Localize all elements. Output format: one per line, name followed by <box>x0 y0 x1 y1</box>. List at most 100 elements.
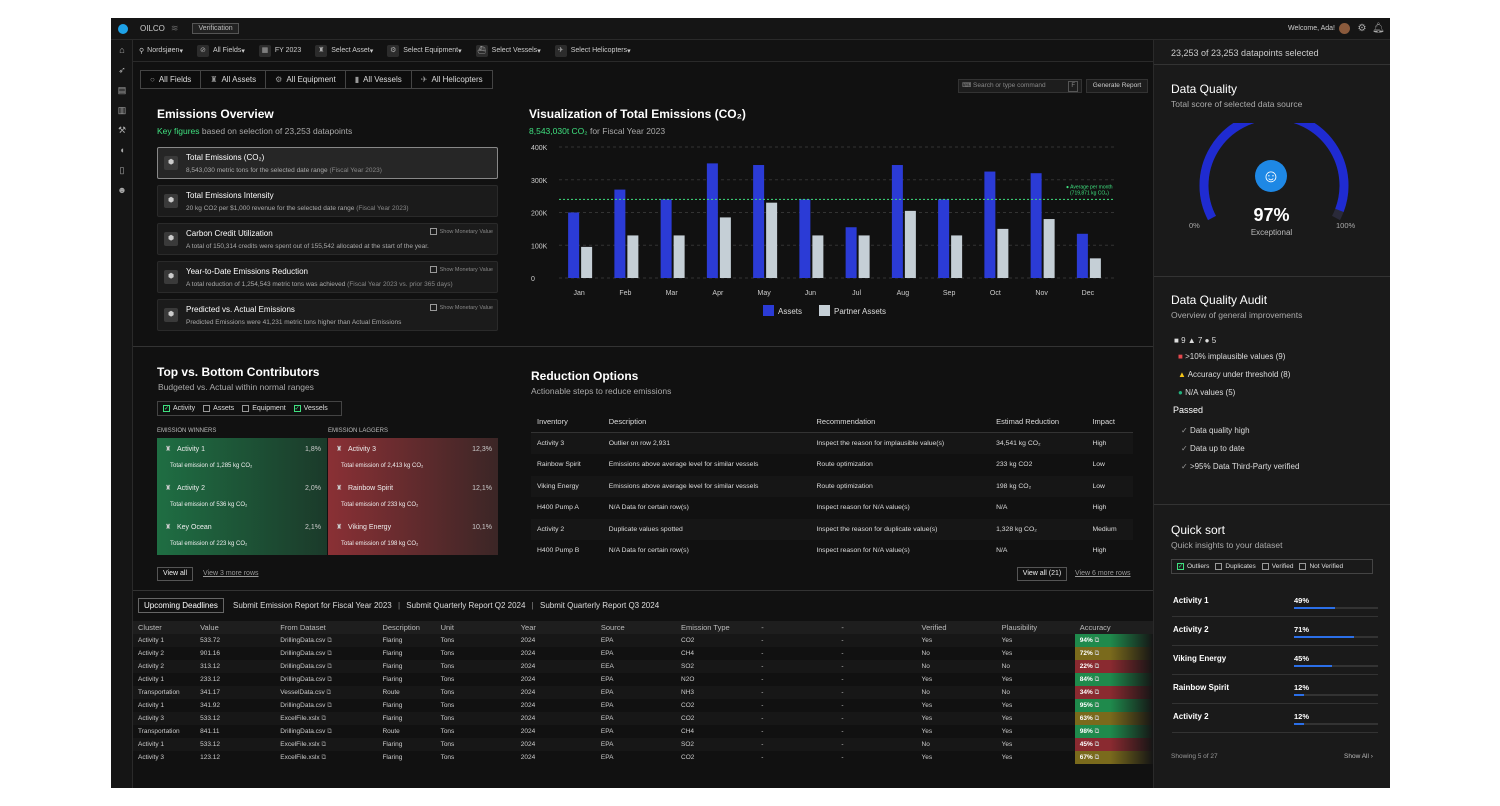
deadline-link[interactable]: Submit Quarterly Report Q2 2024 <box>406 601 526 610</box>
issue-accuracy[interactable]: ▲ Accuracy under threshold (8) <box>1178 370 1291 379</box>
column-header[interactable]: Impact <box>1086 411 1133 433</box>
quick-sort-item[interactable]: Viking Energy 45% <box>1172 646 1378 675</box>
column-header[interactable]: Emission Type <box>676 621 757 634</box>
contributor-card[interactable]: ♜ Activity 3 12,3% Total emission of 2,413 … <box>328 438 498 477</box>
column-header[interactable]: Recommendation <box>810 411 991 433</box>
crumb-helicopters[interactable]: ✈ All Helicopters <box>420 75 483 84</box>
gear-icon[interactable]: ⚙ <box>1357 23 1367 34</box>
column-header[interactable]: - <box>756 621 837 634</box>
user-icon[interactable]: ☻ <box>117 185 127 195</box>
data-table: Cluster Value From Dataset Description Unit Y… <box>133 621 1153 764</box>
quick-sort-item[interactable]: Activity 1 49% <box>1172 588 1378 617</box>
table-row[interactable]: Activity 2 313.12 DrillingData.csv ⧉ Flarin… <box>133 660 1153 673</box>
key-figure-card[interactable]: ⬢ Carbon Credit Utilization A total of 150… <box>157 223 498 255</box>
quick-filter-checkbox[interactable]: Verified <box>1261 562 1293 570</box>
filter-checkbox[interactable]: ✓ Vessels <box>293 404 328 413</box>
crumb-assets[interactable]: ♜ All Assets <box>201 71 267 88</box>
contributor-card[interactable]: ♜ Rainbow Spirit 12,1% Total emission of 23… <box>328 477 498 516</box>
filter-year[interactable]: ▦ FY 2023 <box>258 44 301 57</box>
filter-checkbox[interactable]: ✓ Activity <box>163 404 196 413</box>
filter-checkbox[interactable]: Assets <box>203 404 234 412</box>
table-row[interactable]: Activity 2 Duplicate values spotted Inspec… <box>531 518 1133 540</box>
column-header[interactable]: Description <box>602 411 811 433</box>
table-row[interactable]: Activity 3 Outlier on row 2,931 Inspect th… <box>531 432 1133 454</box>
key-figure-card[interactable]: ⬢ Total Emissions (CO₂) 8,543,030 metric t… <box>157 147 498 179</box>
column-header[interactable]: Year <box>515 621 596 634</box>
contributor-card[interactable]: ♜ Viking Energy 10,1% Total emission of 198… <box>328 516 498 555</box>
table-row[interactable]: Activity 1 233.12 DrillingData.csv ⧉ Flarin… <box>133 673 1153 686</box>
verification-badge[interactable]: Verification <box>192 23 239 34</box>
crumb-vessels[interactable]: ▮ All Vessels <box>346 71 412 88</box>
key-figure-card[interactable]: ⬢ Total Emissions Intensity 20 kg CO2 per … <box>157 185 498 217</box>
quick-sort-item[interactable]: Activity 2 71% <box>1172 617 1378 646</box>
column-header[interactable]: Unit <box>435 621 516 634</box>
issue-implausible[interactable]: ■ >10% implausible values (9) <box>1178 352 1286 361</box>
table-row[interactable]: Viking Energy Emissions above average lev… <box>531 475 1133 497</box>
wrench-icon[interactable]: ⚒ <box>117 125 127 135</box>
column-header[interactable]: From Dataset <box>275 621 378 634</box>
chart-icon[interactable]: ▥ <box>117 105 127 115</box>
quick-sort-item[interactable]: Activity 2 12% <box>1172 704 1378 733</box>
contributor-card[interactable]: ♜ Key Ocean 2,1% Total emission of 223 kg C… <box>157 516 327 555</box>
column-header[interactable]: Plausibility <box>996 621 1075 634</box>
column-header[interactable]: Accuracy <box>1074 621 1153 634</box>
key-figure-card[interactable]: ⬢ Predicted vs. Actual Emissions Predicted… <box>157 299 498 331</box>
quick-filter-checkbox[interactable]: Not Verified <box>1299 562 1343 570</box>
column-header[interactable]: Source <box>595 621 677 634</box>
table-row[interactable]: Activity 1 341.92 DrillingData.csv ⧉ Flarin… <box>133 699 1153 712</box>
table-row[interactable]: H400 Pump A N/A Data for certain row(s) In… <box>537 504 1107 512</box>
search-input[interactable]: ⌨ Search or type command F <box>958 79 1082 93</box>
table-row[interactable]: Activity 3 123.12 ExcelFile.xslx ⧉ Flaring T… <box>133 751 1153 764</box>
table-row[interactable]: Activity 2 901.16 DrillingData.csv ⧉ Flarin… <box>133 647 1153 660</box>
rocket-icon[interactable]: ➶ <box>118 65 126 75</box>
bell-icon[interactable]: 🔔︎ <box>1372 23 1385 34</box>
contributor-card[interactable]: ♜ Activity 2 2,0% Total emission of 536 kg … <box>157 477 327 516</box>
show-all-link[interactable]: Show All › <box>1344 753 1373 760</box>
speaker-icon[interactable]: ◖ <box>119 145 125 155</box>
show-monetary-toggle[interactable]: Show Monetary Value <box>429 228 493 235</box>
filter-vessels[interactable]: ⛴ Select Vessels ▾ <box>475 44 541 57</box>
column-header[interactable]: Estimad Reduction <box>990 411 1087 433</box>
contributor-card[interactable]: ♜ Activity 1 1,8% Total emission of 1,285 k… <box>157 438 327 477</box>
contributors-view-all-button[interactable]: View all <box>157 567 193 581</box>
quick-filter-checkbox[interactable]: ✓ Outliers <box>1177 562 1210 571</box>
avatar[interactable] <box>1339 23 1350 34</box>
column-header[interactable]: Inventory <box>531 411 603 433</box>
filter-region[interactable]: ⚲ Nordsjøen ▾ <box>139 47 183 55</box>
filter-equipment[interactable]: ⚙ Select Equipment ▾ <box>387 44 462 57</box>
table-row[interactable]: H400 Pump B N/A Data for certain row(s) In… <box>537 547 1107 555</box>
deadline-link[interactable]: Submit Emission Report for Fiscal Year 2… <box>233 601 392 610</box>
filter-checkbox[interactable]: Equipment <box>242 404 286 412</box>
deadline-link[interactable]: Submit Quarterly Report Q3 2024 <box>539 601 660 610</box>
column-header[interactable]: Value <box>195 621 276 634</box>
document-icon[interactable]: ▯ <box>119 165 125 175</box>
column-header[interactable]: - <box>836 621 917 634</box>
reduction-view-all-button[interactable]: View all (21) <box>1017 567 1067 581</box>
generate-report-button[interactable]: Generate Report <box>1086 79 1148 93</box>
table-row[interactable]: Transportation 841.11 DrillingData.csv ⧉ Ro… <box>133 725 1153 738</box>
filter-asset[interactable]: ♜ Select Asset ▾ <box>315 44 373 57</box>
issue-na[interactable]: ● N/A values (5) <box>1178 388 1236 397</box>
crumb-equipment[interactable]: ⚙ All Equipment <box>266 71 346 88</box>
contributors-more-link[interactable]: View 3 more rows <box>203 570 259 577</box>
table-row[interactable]: Rainbow Spirit Emissions above average le… <box>537 461 1105 469</box>
column-header[interactable]: Description <box>377 621 436 634</box>
show-monetary-toggle[interactable]: Show Monetary Value <box>429 304 493 311</box>
quick-sort-item[interactable]: Rainbow Spirit 12% <box>1172 675 1378 704</box>
upcoming-deadlines-tab[interactable]: Upcoming Deadlines <box>138 598 224 613</box>
table-row[interactable]: Activity 3 533.12 ExcelFile.xslx ⧉ Flaring T… <box>133 712 1153 725</box>
filter-helicopters[interactable]: ✈ Select Helicopters ▾ <box>554 44 631 57</box>
quick-filter-checkbox[interactable]: Duplicates <box>1215 562 1256 570</box>
crumb-fields[interactable]: ○ All Fields <box>141 71 202 88</box>
table-row[interactable]: Activity 1 533.12 ExcelFile.xslx ⧉ Flaring T… <box>133 738 1153 751</box>
column-header[interactable]: Cluster <box>133 621 196 634</box>
reduction-more-link[interactable]: View 6 more rows <box>1075 570 1131 577</box>
column-header[interactable]: Verified <box>916 621 997 634</box>
filter-fields[interactable]: ⊘ All Fields ▾ <box>196 44 245 57</box>
table-row[interactable]: Activity 1 533.72 DrillingData.csv ⧉ Flarin… <box>133 634 1153 647</box>
database-icon[interactable]: ▤ <box>117 85 127 95</box>
key-figure-card[interactable]: ⬢ Year-to-Date Emissions Reduction A total… <box>157 261 498 293</box>
home-icon[interactable]: ⌂ <box>119 45 125 55</box>
table-row[interactable]: Transportation 341.17 VesselData.csv ⧉ Rout… <box>133 686 1153 699</box>
show-monetary-toggle[interactable]: Show Monetary Value <box>429 266 493 273</box>
